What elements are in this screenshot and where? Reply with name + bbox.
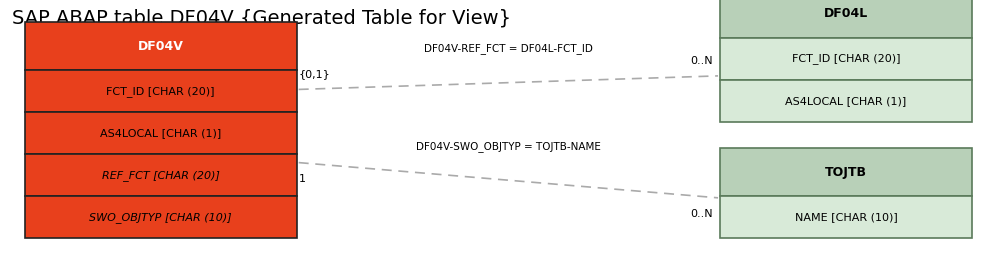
Bar — [720, 38, 972, 80]
Text: AS4LOCAL [CHAR (1)]: AS4LOCAL [CHAR (1)] — [785, 96, 907, 106]
Text: SAP ABAP table DF04V {Generated Table for View}: SAP ABAP table DF04V {Generated Table fo… — [12, 8, 511, 27]
Bar — [25, 22, 297, 70]
Text: REF_FCT [CHAR (20)]: REF_FCT [CHAR (20)] — [102, 170, 220, 181]
Text: DF04V-SWO_OBJTYP = TOJTB-NAME: DF04V-SWO_OBJTYP = TOJTB-NAME — [416, 141, 600, 152]
Bar — [720, 80, 972, 122]
Bar — [720, 196, 972, 238]
Bar — [25, 112, 297, 154]
Bar — [25, 70, 297, 112]
Bar — [25, 154, 297, 196]
Bar — [720, 148, 972, 196]
Text: 1: 1 — [299, 174, 306, 184]
Text: SWO_OBJTYP [CHAR (10)]: SWO_OBJTYP [CHAR (10)] — [89, 212, 232, 223]
Text: NAME [CHAR (10)]: NAME [CHAR (10)] — [795, 212, 897, 222]
Text: DF04L: DF04L — [824, 7, 868, 20]
Bar — [25, 196, 297, 238]
Text: {0,1}: {0,1} — [299, 70, 330, 79]
Text: DF04V-REF_FCT = DF04L-FCT_ID: DF04V-REF_FCT = DF04L-FCT_ID — [424, 43, 592, 54]
Text: DF04V: DF04V — [137, 40, 184, 53]
Text: TOJTB: TOJTB — [825, 166, 867, 179]
Text: FCT_ID [CHAR (20)]: FCT_ID [CHAR (20)] — [107, 86, 215, 97]
Text: FCT_ID [CHAR (20)]: FCT_ID [CHAR (20)] — [792, 53, 900, 64]
Text: 0..N: 0..N — [690, 56, 713, 66]
Bar — [720, 0, 972, 38]
Text: AS4LOCAL [CHAR (1)]: AS4LOCAL [CHAR (1)] — [100, 128, 222, 138]
Text: 0..N: 0..N — [690, 209, 713, 219]
